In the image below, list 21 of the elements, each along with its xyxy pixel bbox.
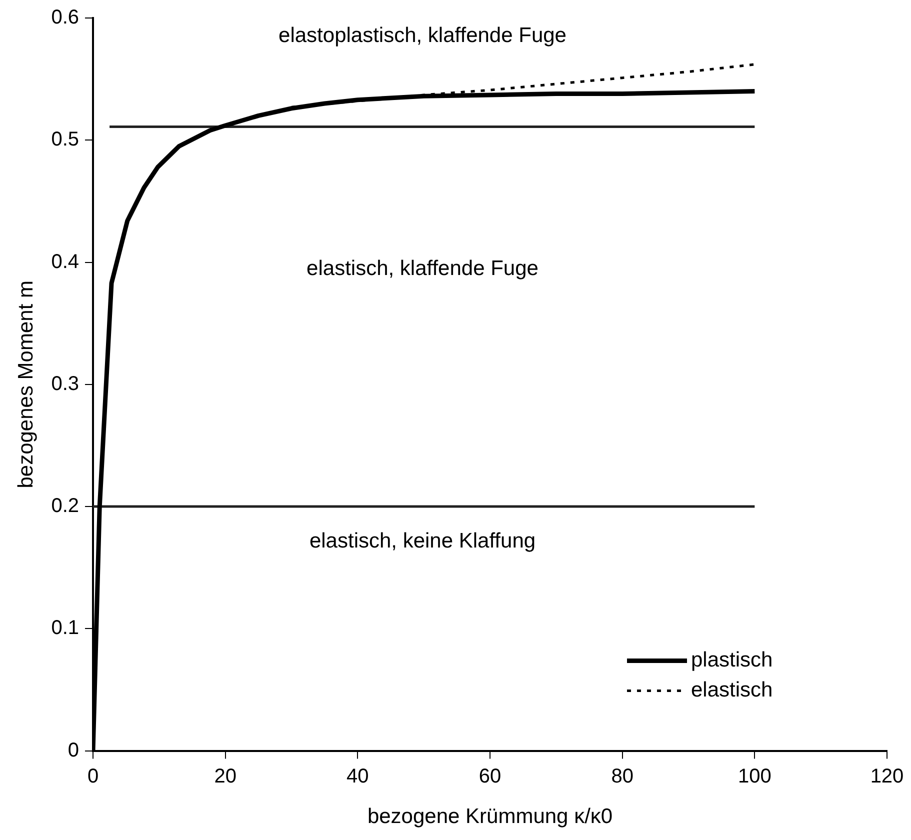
annotation: elastisch, klaffende Fuge	[306, 257, 538, 280]
x-tick-label: 40	[346, 765, 369, 788]
x-tick-label: 80	[611, 765, 634, 788]
annotation: elastoplastisch, klaffende Fuge	[278, 24, 566, 48]
y-tick-label: 0.3	[51, 372, 80, 395]
y-tick-label: 0.6	[51, 6, 80, 29]
y-tick-label: 0.1	[51, 617, 80, 640]
x-tick-label: 20	[214, 765, 236, 788]
y-tick-label: 0	[68, 739, 80, 762]
legend-label: elastisch	[691, 678, 773, 702]
x-axis-title: bezogene Krümmung κ/κ0	[367, 805, 613, 828]
x-tick-label: 100	[738, 765, 772, 788]
annotation: elastisch, keine Klaffung	[309, 530, 536, 553]
x-tick-label: 120	[870, 765, 904, 788]
x-tick-label: 0	[87, 765, 99, 788]
legend-label: plastisch	[691, 648, 773, 672]
y-tick-label: 0.4	[51, 250, 80, 273]
y-tick-label: 0.2	[51, 495, 80, 518]
y-axis-title: bezogenes Moment m	[14, 280, 38, 488]
x-tick-label: 60	[478, 765, 502, 788]
y-tick-label: 0.5	[51, 128, 80, 151]
